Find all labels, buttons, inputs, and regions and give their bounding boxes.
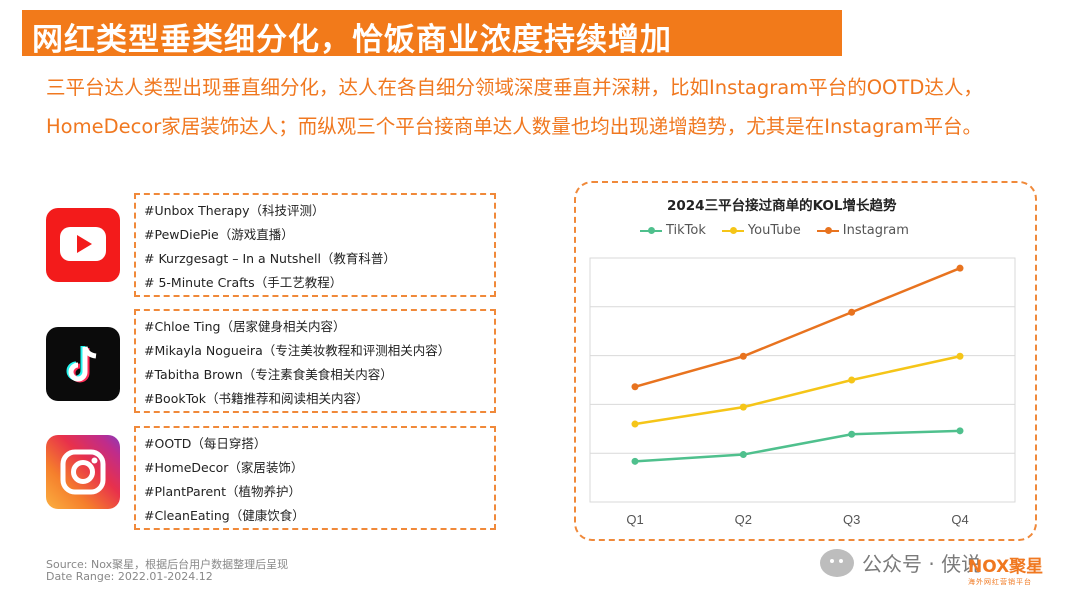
data-point-instagram xyxy=(848,308,856,316)
data-point-youtube xyxy=(956,352,964,360)
data-point-instagram xyxy=(956,264,964,272)
page-title: 网红类型垂类细分化，恰饭商业浓度持续增加 xyxy=(32,22,672,58)
data-point-instagram xyxy=(631,383,639,391)
legend-item-instagram: Instagram xyxy=(816,223,909,238)
legend-swatch xyxy=(721,226,744,234)
chart-legend: TikTok YouTube Instagram xyxy=(640,223,909,238)
list-item: #Mikayla Nogueira（专注美妆教程和评测相关内容） xyxy=(144,343,451,358)
x-tick-label: Q2 xyxy=(735,512,752,527)
chart-frame xyxy=(574,181,1037,541)
intro-paragraph: 三平台达人类型出现垂直细分化，达人在各自细分领域深度垂直并深耕，比如Instag… xyxy=(46,76,983,138)
list-item: # Kurzgesagt – In a Nutshell（教育科普） xyxy=(144,251,396,266)
x-tick-label: Q3 xyxy=(843,512,860,527)
x-tick-label: Q4 xyxy=(951,512,968,527)
list-item: #PlantParent（植物养护） xyxy=(144,484,301,499)
plot-area xyxy=(589,257,1016,503)
legend-item-tiktok: TikTok xyxy=(640,223,706,238)
brand-tagline: 海外网红营销平台 xyxy=(968,578,1032,586)
data-point-tiktok xyxy=(848,430,856,438)
wechat-icon xyxy=(820,548,854,577)
list-item: #CleanEating（健康饮食） xyxy=(144,508,305,523)
series-line-tiktok xyxy=(634,429,961,463)
title-bar: 网红类型垂类细分化，恰饭商业浓度持续增加 xyxy=(22,10,842,58)
source-note: Source: Nox聚星，根据后台用户数据整理后呈现 xyxy=(46,558,289,571)
list-item: #BookTok（书籍推荐和阅读相关内容） xyxy=(144,391,369,406)
wechat-watermark: 公众号 · 侠说 xyxy=(820,548,981,577)
youtube-kol-list: #Unbox Therapy（科技评测） #PewDiePie（游戏直播） # … xyxy=(134,193,496,297)
list-item: #OOTD（每日穿搭） xyxy=(144,436,267,451)
tiktok-kol-list: #Chloe Ting（居家健身相关内容） #Mikayla Nogueira（… xyxy=(134,309,496,413)
x-tick-label: Q1 xyxy=(626,512,643,527)
data-point-tiktok xyxy=(631,457,639,465)
list-item: #HomeDecor（家居装饰） xyxy=(144,460,304,475)
instagram-kol-list: #OOTD（每日穿搭） #HomeDecor（家居装饰） #PlantParen… xyxy=(134,426,496,530)
nox-logo: NOX聚星 海外网红营销平台 xyxy=(968,552,1068,590)
data-point-tiktok xyxy=(739,451,747,459)
data-point-youtube xyxy=(848,376,856,384)
list-item: #Unbox Therapy（科技评测） xyxy=(144,203,325,218)
line-chart: Q1 Q2 Q3 Q4 xyxy=(589,257,1016,527)
youtube-icon xyxy=(46,208,120,282)
list-item: #Tabitha Brown（专注素食美食相关内容） xyxy=(144,367,393,382)
date-range-note: Date Range: 2022.01-2024.12 xyxy=(46,570,213,583)
instagram-icon xyxy=(46,435,120,509)
list-item: #PewDiePie（游戏直播） xyxy=(144,227,294,242)
brand-name: NOX聚星 xyxy=(968,557,1044,577)
data-point-youtube xyxy=(631,420,639,428)
legend-swatch xyxy=(816,226,839,234)
data-point-youtube xyxy=(739,403,747,411)
tiktok-icon xyxy=(46,327,120,401)
data-point-instagram xyxy=(739,352,747,360)
list-item: #Chloe Ting（居家健身相关内容） xyxy=(144,319,346,334)
legend-swatch xyxy=(640,226,662,234)
series-line-instagram xyxy=(634,267,961,388)
data-point-tiktok xyxy=(956,427,964,435)
list-item: # 5-Minute Crafts（手工艺教程） xyxy=(144,275,343,290)
series-line-youtube xyxy=(634,355,961,426)
legend-item-youtube: YouTube xyxy=(721,223,801,238)
chart-title: 2024三平台接过商单的KOL增长趋势 xyxy=(667,198,897,214)
